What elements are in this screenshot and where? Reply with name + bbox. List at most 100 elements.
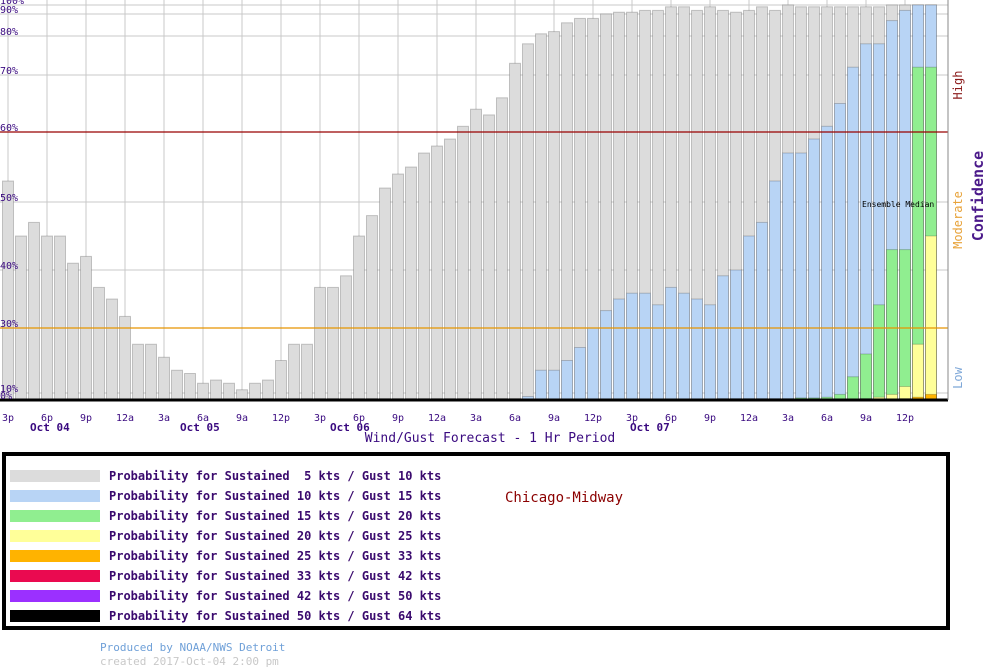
bar [535,33,547,401]
x-tick-label: 6a [197,413,209,424]
y-tick-label: 60% [0,123,18,134]
bar [847,66,859,401]
bar [860,353,872,401]
bar [613,298,625,401]
bar [444,138,456,401]
legend-swatch [10,570,100,582]
location: Chicago-Midway [505,490,623,506]
confidence-level: High [951,71,965,100]
y-tick-label: 50% [0,193,18,204]
bar [912,343,924,401]
legend-swatch [10,610,100,622]
bar [691,298,703,401]
confidence-level: Low [951,366,965,388]
legend-label: Probability for Sustained 10 kts / Gust … [109,489,441,503]
legend-label: Probability for Sustained 20 kts / Gust … [109,529,441,543]
y-tick-label: 10% [0,384,18,395]
bar [561,22,573,401]
bar [899,386,911,401]
date-label: Oct 06 [330,421,370,434]
legend-swatch [10,590,100,602]
bar [886,249,898,401]
legend-label: Probability for Sustained 5 kts / Gust 1… [109,469,441,483]
bar [717,275,729,401]
y-tick-label: 70% [0,66,18,77]
bar [54,235,66,401]
y-tick-label: 30% [0,319,18,330]
bar [834,103,846,401]
bar [223,382,235,401]
bar [561,360,573,401]
x-tick-label: 3a [158,413,170,424]
bar [548,31,560,401]
x-tick-label: 6p [353,413,365,424]
bar [873,304,885,401]
bar [457,125,469,401]
bar [145,343,157,401]
bar [795,152,807,401]
bar [93,286,105,401]
x-tick-label: 12p [896,413,914,424]
bar [210,379,222,401]
x-tick-label: 12a [116,413,134,424]
x-tick-label: 6p [665,413,677,424]
footer-producer: Produced by NOAA/NWS Detroit [100,641,285,654]
bar [652,304,664,401]
bar [327,286,339,401]
bar [184,373,196,401]
y-tick-label: 90% [0,5,18,16]
footer-created: created 2017-Oct-04 2:00 pm [100,655,279,668]
x-tick-label: 3p [2,413,14,424]
x-tick-label: 12p [584,413,602,424]
bar [496,97,508,401]
bar [730,269,742,401]
bar [769,180,781,401]
bar [509,62,521,401]
bar [743,235,755,401]
date-label: Oct 05 [180,421,220,434]
bar [379,187,391,401]
x-tick-label: 6a [821,413,833,424]
bar [119,315,131,401]
bar [366,215,378,401]
legend-label: Probability for Sustained 50 kts / Gust … [109,609,441,623]
bar [821,125,833,401]
x-tick-label: 3a [782,413,794,424]
bar [704,304,716,401]
bar [756,221,768,401]
bar [574,347,586,401]
bar [587,327,599,401]
bar [470,108,482,401]
x-tick-label: 12a [740,413,758,424]
bar [340,275,352,401]
bar [392,173,404,401]
legend-swatch [10,510,100,522]
legend-label: Probability for Sustained 15 kts / Gust … [109,509,441,523]
x-tick-label: 3p [626,413,638,424]
bar [678,292,690,401]
y-tick-label: 80% [0,27,18,38]
x-tick-label: 6p [41,413,53,424]
bar [106,298,118,401]
bar [288,343,300,401]
annotation: Ensemble Median [862,200,934,209]
x-tick-label: 9p [392,413,404,424]
date-label: Oct 04 [30,421,70,434]
y-tick-label: 0% [0,391,12,402]
legend-swatch [10,470,100,482]
bar [860,43,872,401]
bar [418,152,430,401]
bar [925,235,937,401]
x-tick-label: 12p [272,413,290,424]
date-label: Oct 07 [630,421,670,434]
bar [600,310,612,401]
x-tick-label: 9a [548,413,560,424]
legend-label: Probability for Sustained 25 kts / Gust … [109,549,441,563]
bar [626,292,638,401]
bar [574,17,586,401]
bar [782,152,794,401]
x-tick-label: 9a [236,413,248,424]
bar [171,369,183,401]
